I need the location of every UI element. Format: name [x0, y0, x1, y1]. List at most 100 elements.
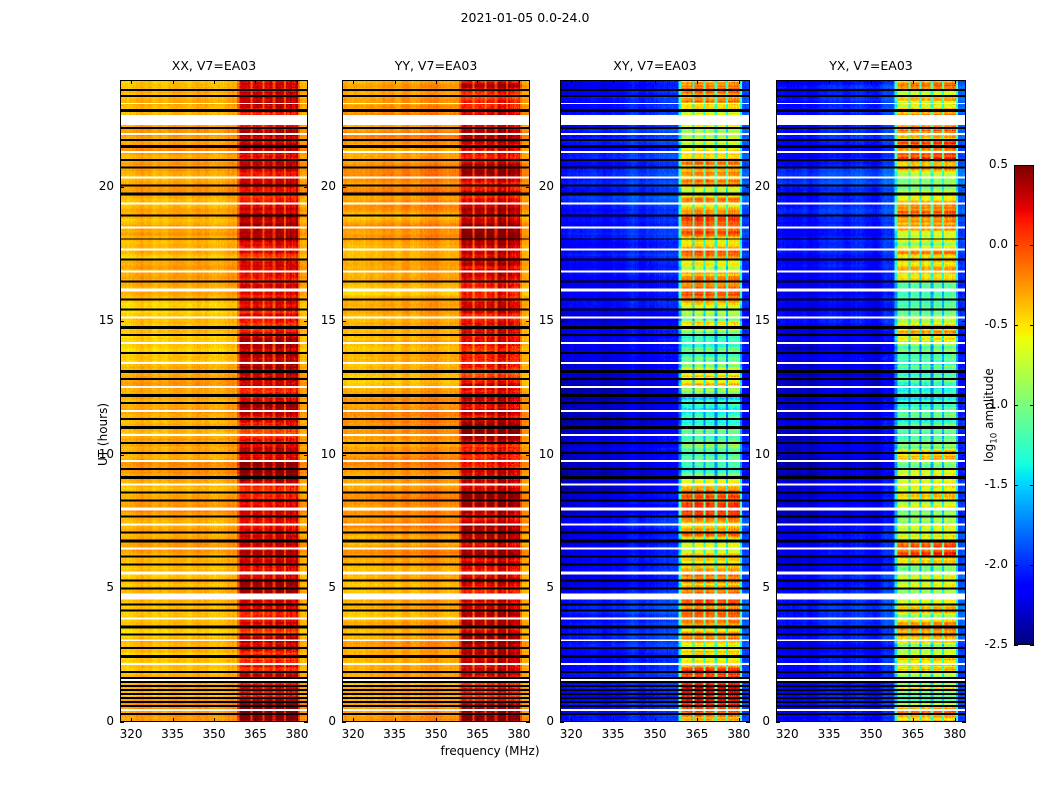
y-tick-label: 5	[546, 580, 554, 595]
y-tick-label: 5	[106, 580, 114, 595]
x-tick	[214, 718, 215, 722]
x-tick-label: 350	[202, 727, 226, 741]
y-tick	[776, 454, 780, 456]
x-tick	[655, 80, 656, 84]
heatmap-panel-xx[interactable]	[120, 80, 308, 722]
x-tick-label: 320	[559, 727, 583, 741]
x-tick	[696, 80, 698, 84]
y-tick	[120, 588, 124, 590]
y-tick-label: 10	[320, 446, 336, 461]
y-tick-label: 20	[754, 179, 770, 193]
y-tick	[342, 187, 346, 188]
colorbar-tick	[1014, 645, 1018, 646]
y-tick	[304, 320, 308, 322]
colorbar-tick	[1030, 165, 1034, 166]
y-tick	[342, 722, 346, 723]
colorbar-tick-label: -1.0	[984, 397, 1008, 411]
x-tick-label: 380	[727, 727, 751, 741]
heatmap-panel-yx[interactable]	[776, 80, 966, 722]
x-tick	[518, 718, 520, 722]
y-tick	[776, 722, 780, 723]
x-tick	[912, 718, 914, 722]
colorbar-tick	[1030, 325, 1034, 326]
y-tick	[560, 588, 564, 590]
x-tick	[296, 80, 298, 84]
colorbar-label: log10 amplitude	[982, 368, 999, 462]
x-tick	[394, 80, 396, 84]
y-tick	[776, 187, 780, 188]
panel-title-xy: XY, V7=EA03	[613, 58, 697, 73]
figure-suptitle: 2021-01-05 0.0-24.0	[460, 10, 590, 25]
y-tick	[746, 320, 750, 322]
y-tick-label: 10	[754, 446, 770, 461]
x-tick	[394, 718, 396, 722]
x-tick	[954, 80, 956, 84]
colorbar-tick-label: -1.5	[984, 477, 1008, 491]
x-tick-label: 350	[643, 727, 667, 741]
y-tick-label: 20	[98, 179, 114, 193]
x-tick	[738, 718, 740, 722]
x-tick	[353, 718, 355, 722]
x-tick	[131, 718, 133, 722]
x-tick-label: 380	[285, 727, 309, 741]
y-tick	[342, 320, 346, 322]
y-tick-label: 10	[538, 446, 554, 461]
x-tick	[871, 80, 872, 84]
x-tick	[255, 80, 257, 84]
y-tick	[776, 320, 780, 322]
x-tick	[255, 718, 257, 722]
y-tick	[304, 187, 308, 188]
y-tick-label: 10	[98, 446, 114, 461]
x-tick	[131, 80, 133, 84]
colorbar-tick-label: -0.5	[984, 317, 1008, 331]
y-tick	[962, 320, 966, 322]
x-tick	[829, 718, 831, 722]
y-tick	[746, 187, 750, 188]
y-tick	[526, 454, 530, 456]
x-tick-label: 335	[383, 727, 406, 741]
x-tick	[571, 718, 573, 722]
y-tick	[962, 187, 966, 188]
colorbar-tick-label: 0.0	[988, 237, 1008, 251]
y-tick	[120, 187, 124, 188]
x-tick-label: 365	[244, 727, 267, 741]
x-tick	[613, 718, 615, 722]
y-tick-label: 15	[538, 312, 554, 327]
heatmap-panel-xy[interactable]	[560, 80, 750, 722]
colorbar-tick	[1014, 325, 1018, 326]
colorbar-label-text: log10 amplitude	[982, 368, 1000, 462]
x-tick	[954, 718, 956, 722]
y-tick-label: 0	[762, 714, 770, 728]
y-tick-label: 15	[98, 312, 114, 327]
x-tick	[518, 80, 520, 84]
y-tick	[304, 454, 308, 456]
x-tick	[436, 718, 437, 722]
y-tick	[746, 722, 750, 723]
y-tick	[526, 320, 530, 322]
x-tick	[787, 80, 789, 84]
colorbar-tick	[1030, 645, 1034, 646]
y-tick	[304, 588, 308, 590]
x-tick	[477, 718, 479, 722]
panel-title-xx: XX, V7=EA03	[171, 58, 257, 73]
colorbar-tick-label: -2.5	[984, 637, 1008, 651]
heatmap-panel-yy[interactable]	[342, 80, 530, 722]
y-tick-label: 0	[328, 714, 336, 728]
y-tick	[746, 454, 750, 456]
colorbar-tick	[1030, 565, 1034, 566]
panel-title-yx: YX, V7=EA03	[829, 58, 913, 73]
colorbar-tick	[1014, 485, 1018, 486]
y-tick	[526, 187, 530, 188]
y-axis-label: UT (hours)	[96, 402, 110, 466]
x-tick-label: 335	[601, 727, 625, 741]
x-tick	[787, 718, 789, 722]
colorbar-tick	[1014, 405, 1018, 406]
y-tick	[526, 588, 530, 590]
x-tick	[172, 80, 174, 84]
x-tick	[353, 80, 355, 84]
x-tick	[172, 718, 174, 722]
x-tick	[613, 80, 615, 84]
x-tick-label: 320	[119, 727, 143, 741]
y-tick	[560, 722, 564, 723]
